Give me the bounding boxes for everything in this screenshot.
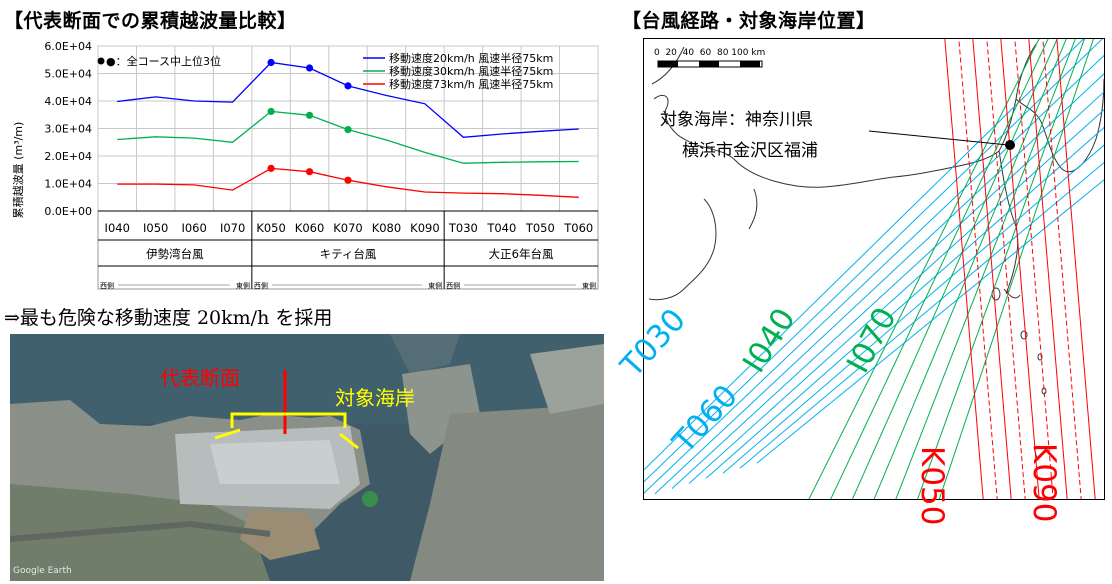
track-line-T <box>654 73 1104 495</box>
legend-entry: 移動速度73km/h 風速半径75km <box>389 77 553 91</box>
target-coast-tick-right <box>339 432 359 450</box>
series-marker <box>344 176 352 184</box>
x-tick-labels: I040 I050 I060 I070 K050 K060 K070 K080 K090 T030… <box>105 221 594 235</box>
series-lines <box>117 58 579 198</box>
location-label-line1: 対象海岸：神奈川県 <box>660 110 813 130</box>
conclusion-text: ⇒最も危険な移動速度 20km/h を採用 <box>4 307 333 329</box>
x-tick-label: K080 <box>372 221 402 235</box>
track-line-T <box>644 54 1104 494</box>
group-east-label: 東側 <box>428 281 442 290</box>
track-line-K <box>1028 39 1068 499</box>
track-line-I <box>851 39 1058 499</box>
track-line-T <box>756 179 1104 464</box>
scale-bar: 0 20 40 60 80 100 km <box>654 48 765 68</box>
group-east-label: 東側 <box>582 281 596 290</box>
track-line-T <box>688 109 1104 484</box>
group-west-label: 西側 <box>254 281 268 290</box>
aerial-photo: 代表断面 対象海岸 Google Earth <box>10 334 604 581</box>
x-tick-label: K050 <box>256 221 286 235</box>
group-name: 大正6年台風 <box>489 247 554 261</box>
series-marker <box>305 111 314 119</box>
group-name: キティ台風 <box>320 247 377 261</box>
scale-label: 0 20 40 60 80 100 km <box>654 48 765 58</box>
marker-note-dot <box>97 57 105 65</box>
typhoon-tracks <box>644 39 1104 499</box>
track-line-I <box>808 39 1040 499</box>
target-coast-dot <box>1005 140 1015 150</box>
track-line-I <box>895 39 1076 499</box>
x-tick-label: I070 <box>220 221 245 235</box>
x-tick-label: K090 <box>410 221 440 235</box>
aerial-annotations <box>214 370 359 450</box>
series-marker <box>267 107 275 116</box>
target-coast-tick-left <box>214 428 241 440</box>
marker-note-text: ●：全コース中上位3位 <box>106 54 221 68</box>
track-line-K <box>958 39 998 499</box>
track-line-T <box>739 161 1104 469</box>
track-line-I <box>938 39 1094 499</box>
x-tick-label: T050 <box>525 221 555 235</box>
location-leader-line <box>868 130 1009 146</box>
x-tick-label: I060 <box>181 221 206 235</box>
track-line-K <box>944 39 984 499</box>
y-tick-label: 2.0E+04 <box>44 150 92 163</box>
series-marker <box>305 64 314 72</box>
x-tick-label: K060 <box>295 221 325 235</box>
rep-section-label: 代表断面 <box>160 366 240 390</box>
series-marker <box>344 82 352 90</box>
y-tick-labels: 0.0E+00 1.0E+04 2.0E+04 3.0E+04 4.0E+04 5.0E+… <box>44 40 92 218</box>
map-graphic: 0 20 40 60 80 100 km <box>644 39 1104 499</box>
x-tick-label: T060 <box>563 221 593 235</box>
series-marker <box>267 164 275 172</box>
track-line-K <box>986 39 1026 499</box>
series-marker <box>344 126 352 134</box>
track-label-K050: K050 <box>914 446 950 526</box>
track-line-K <box>1056 39 1096 499</box>
x-tick-label: T040 <box>486 221 516 235</box>
google-earth-watermark: Google Earth <box>13 566 72 576</box>
x-tick-label: T030 <box>448 221 478 235</box>
aerial-photo-graphic <box>10 334 604 581</box>
target-coast-bracket <box>230 412 347 428</box>
x-tick-label: I050 <box>143 221 168 235</box>
series-marker <box>267 58 275 67</box>
y-tick-label: 3.0E+04 <box>44 123 92 136</box>
group-west-label: 西側 <box>100 281 114 290</box>
track-label-K090: K090 <box>1026 443 1062 523</box>
track-line-I <box>830 39 1049 499</box>
track-line-I <box>917 39 1085 499</box>
track-line-T <box>705 126 1104 479</box>
track-line-K <box>1042 39 1082 499</box>
chart-grid <box>97 45 599 212</box>
track-line-K <box>972 39 1012 499</box>
track-line-K <box>1014 39 1054 499</box>
y-tick-label: 1.0E+04 <box>44 178 92 191</box>
y-tick-label: 5.0E+04 <box>44 68 92 81</box>
group-name: 伊勢湾台風 <box>146 247 204 261</box>
track-line-I <box>873 39 1067 499</box>
marker-note: ●：全コース中上位3位 <box>97 54 221 68</box>
right-title: 【台風経路・対象海岸位置】 <box>622 10 876 32</box>
y-axis-label: 累積越波量 (m³/m) <box>11 122 25 219</box>
left-title: 【代表断面での累積越波量比較】 <box>4 10 297 32</box>
y-tick-label: 0.0E+00 <box>44 205 92 218</box>
track-line-K <box>1000 39 1040 499</box>
x-tick-label: K070 <box>333 221 363 235</box>
typhoon-track-map: 0 20 40 60 80 100 km 対象海岸：神奈川県 横浜市金沢区福浦 <box>643 38 1105 500</box>
overtopping-chart: 0.0E+00 1.0E+04 2.0E+04 3.0E+04 4.0E+04 5.0E+… <box>11 40 599 290</box>
group-east-label: 東側 <box>236 281 250 290</box>
group-west-label: 西側 <box>446 281 460 290</box>
series-marker <box>305 168 314 176</box>
x-tick-label: I040 <box>105 221 130 235</box>
target-coast-label: 対象海岸 <box>335 386 415 410</box>
y-tick-label: 6.0E+04 <box>44 40 92 53</box>
legend-entry: 移動速度30km/h 風速半径75km <box>389 64 553 78</box>
legend-entry: 移動速度20km/h 風速半径75km <box>389 51 553 65</box>
location-label-line2: 横浜市金沢区福浦 <box>682 141 818 161</box>
track-line-T <box>644 39 1085 471</box>
y-tick-label: 4.0E+04 <box>44 95 92 108</box>
